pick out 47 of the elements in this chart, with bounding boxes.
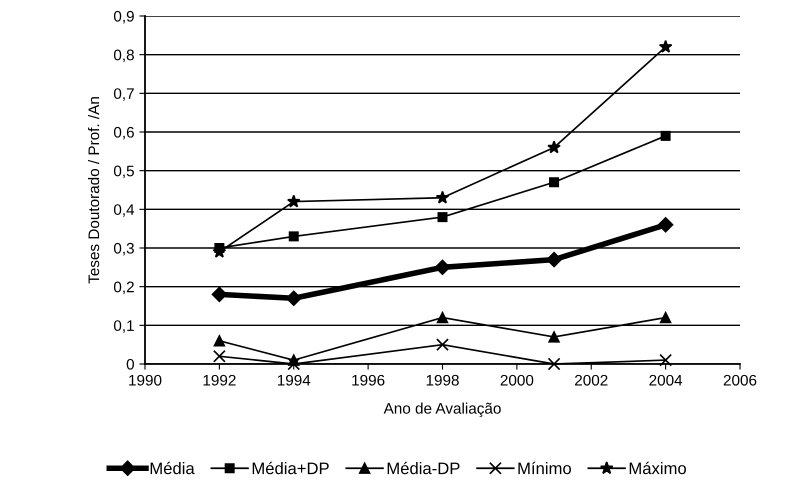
point <box>436 338 449 352</box>
y-tick-label: 0 <box>126 358 134 370</box>
x-tick-label: 1996 <box>352 374 384 386</box>
point <box>546 252 562 268</box>
point <box>659 354 672 367</box>
point <box>212 350 226 363</box>
y-tick-label: 0,8 <box>114 50 134 62</box>
point <box>549 177 560 188</box>
x-tick-label: 1992 <box>204 374 236 386</box>
point <box>436 190 450 204</box>
point <box>547 140 561 154</box>
x-tick-label: 2002 <box>575 374 608 386</box>
x-tick-label: 1994 <box>278 374 310 386</box>
x-tick-label: 1990 <box>129 374 162 386</box>
point <box>286 194 301 208</box>
x-tick-label: 1998 <box>426 374 459 386</box>
y-tick-label: 0,6 <box>114 126 134 140</box>
point <box>436 312 448 324</box>
x-axis-title: Ano de Avaliação <box>384 402 501 417</box>
point <box>548 331 560 343</box>
y-tick-label: 0,3 <box>114 242 134 256</box>
point <box>658 217 674 233</box>
y-tick-label: 0,7 <box>114 88 134 101</box>
legend-label: Média-DP <box>388 462 460 474</box>
point <box>548 358 560 370</box>
legend-label: Mínimo <box>518 462 571 474</box>
point <box>438 212 448 222</box>
point <box>214 335 226 346</box>
point <box>658 40 672 53</box>
point <box>660 312 672 324</box>
x-tick-label: 2000 <box>500 374 534 386</box>
legend-label: Média+DP <box>252 462 329 474</box>
y-axis-title: Teses Doutorado / Prof. /An <box>88 97 100 284</box>
point <box>434 260 450 276</box>
point <box>287 358 300 370</box>
y-tick-label: 0,2 <box>114 282 134 294</box>
point <box>288 231 299 242</box>
legend-label: Máximo <box>630 462 686 474</box>
x-tick-label: 2004 <box>649 374 682 386</box>
x-tick-label: 2006 <box>724 374 756 386</box>
point <box>660 130 671 141</box>
y-tick-label: 0,4 <box>114 204 134 217</box>
point <box>286 290 302 306</box>
y-tick-label: 0,5 <box>114 166 134 178</box>
y-tick-label: 0,1 <box>114 320 134 333</box>
legend-label: Média <box>150 462 195 474</box>
y-tick-label: 0,9 <box>114 10 134 24</box>
